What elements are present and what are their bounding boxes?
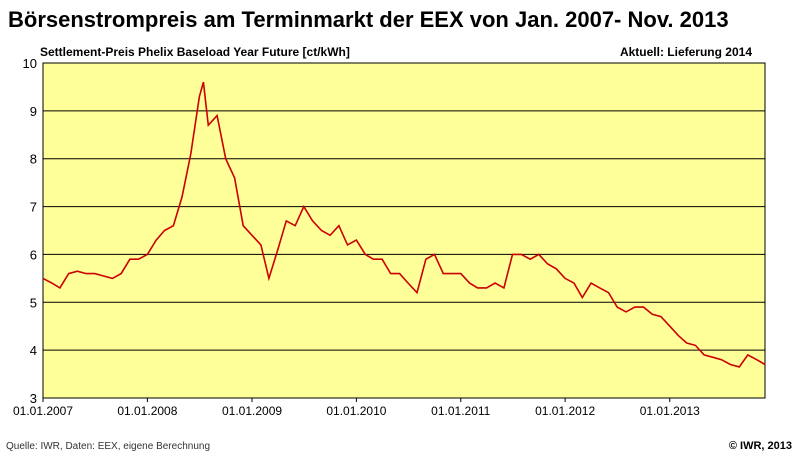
plot-area xyxy=(42,62,766,399)
chart-subtitle-left: Settlement-Preis Phelix Baseload Year Fu… xyxy=(40,45,350,59)
y-tick-label-1: 4 xyxy=(30,343,37,358)
x-tick-label-5: 01.01.2012 xyxy=(535,404,595,418)
y-tick-label-5: 8 xyxy=(30,152,37,167)
y-axis: 3 4 5 6 7 8 9 10 xyxy=(23,56,37,406)
y-tick-label-7: 10 xyxy=(23,56,37,71)
y-tick-label-6: 9 xyxy=(30,104,37,119)
x-tick-label-2: 01.01.2009 xyxy=(222,404,282,418)
y-tick-label-0: 3 xyxy=(30,391,37,406)
x-tick-label-6: 01.01.2013 xyxy=(640,404,700,418)
chart-subtitle-right: Aktuell: Lieferung 2014 xyxy=(620,45,752,59)
x-axis: 01.01.2007 01.01.2008 01.01.2009 01.01.2010… xyxy=(13,398,700,418)
grid xyxy=(43,110,765,351)
x-tick-label-3: 01.01.2010 xyxy=(326,404,386,418)
y-tick-label-4: 7 xyxy=(30,200,37,215)
y-tick-label-3: 6 xyxy=(30,247,37,262)
x-tick-label-1: 01.01.2008 xyxy=(117,404,177,418)
source-note: Quelle: IWR, Daten: EEX, eigene Berechnu… xyxy=(6,441,210,452)
chart-title: Börsenstrompreis am Terminmarkt der EEX … xyxy=(8,7,729,32)
series-line xyxy=(42,81,766,368)
x-tick-label-0: 01.01.2007 xyxy=(13,404,73,418)
y-tick-label-2: 5 xyxy=(30,295,37,310)
x-tick-label-4: 01.01.2011 xyxy=(431,404,490,418)
copyright-note: © IWR, 2013 xyxy=(729,440,792,452)
